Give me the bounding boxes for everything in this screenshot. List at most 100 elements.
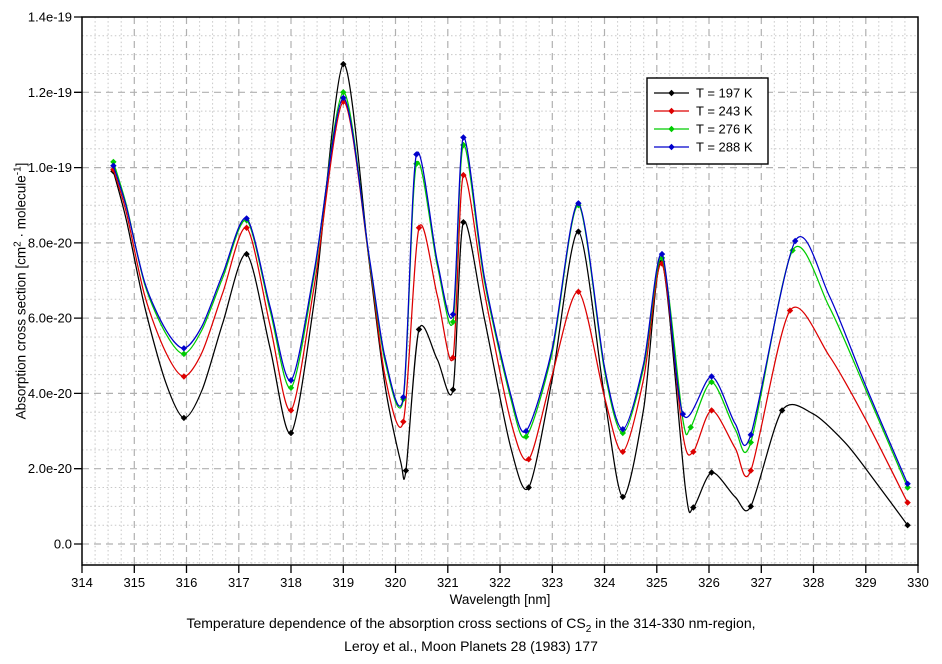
data-point-marker: [690, 448, 697, 455]
series-243K: [110, 98, 911, 506]
legend-label: T = 243 K: [696, 104, 753, 119]
x-tick-label: 329: [855, 575, 877, 590]
data-point-marker: [413, 151, 420, 158]
legend: T = 197 K T = 243 K T = 276 K T = 288 K: [646, 77, 769, 165]
data-point-marker: [747, 439, 754, 446]
data-point-marker: [180, 345, 188, 352]
data-point-marker: [687, 424, 694, 431]
data-point-marker: [449, 311, 457, 318]
data-point-marker: [449, 386, 457, 393]
data-point-marker: [340, 89, 347, 96]
subscript: 2: [585, 624, 592, 635]
x-tick-label: 328: [803, 575, 825, 590]
data-point-marker: [708, 469, 715, 476]
data-point-marker: [619, 448, 626, 455]
data-point-marker: [708, 373, 715, 380]
data-point-marker: [243, 224, 250, 231]
data-point-marker: [619, 429, 626, 437]
data-point-marker: [340, 94, 347, 102]
y-tick-label: 1.4e-19: [28, 10, 72, 25]
x-tick-label: 316: [176, 575, 198, 590]
legend-label: T = 197 K: [696, 86, 753, 101]
series-197K: [110, 60, 911, 529]
minor-grid: [82, 17, 918, 565]
x-axis-label: Wavelength [nm]: [449, 592, 551, 607]
data-point-marker: [415, 224, 423, 231]
data-point-marker: [904, 480, 911, 487]
legend-label: T = 288 K: [696, 140, 753, 155]
x-tick-label: 321: [437, 575, 459, 590]
data-point-marker: [747, 467, 754, 474]
data-point-marker: [575, 200, 582, 207]
data-point-marker: [904, 522, 911, 529]
caption-line-1: Temperature dependence of the absorption…: [186, 615, 756, 635]
data-point-marker: [402, 467, 410, 474]
data-point-marker: [525, 484, 532, 491]
x-tick-label: 323: [541, 575, 563, 590]
data-point-marker: [287, 377, 295, 384]
legend-box: [646, 77, 769, 165]
data-point-marker: [400, 394, 407, 401]
data-point-marker: [525, 456, 532, 463]
data-point-marker: [287, 407, 295, 414]
data-point-marker: [747, 431, 754, 438]
series-276K: [110, 89, 911, 491]
data-point-marker: [668, 125, 675, 133]
data-curves: [110, 60, 911, 529]
data-point-marker: [110, 158, 117, 166]
y-axis-label: Absorption cross section [cm2 · molecule…: [12, 162, 29, 420]
caption-line-2: Leroy et al., Moon Planets 28 (1983) 177: [344, 638, 598, 654]
x-tick-label: 320: [385, 575, 407, 590]
series-line: [112, 97, 909, 485]
y-tick-label: 6.0e-20: [28, 311, 72, 326]
data-point-marker: [575, 228, 582, 235]
data-point-marker: [180, 414, 188, 422]
data-point-marker: [287, 384, 295, 391]
data-point-marker: [243, 215, 250, 222]
data-point-marker: [747, 503, 754, 510]
series-line: [112, 63, 909, 526]
data-point-marker: [708, 378, 715, 386]
data-point-marker: [792, 237, 799, 245]
y-tick-label: 8.0e-20: [28, 235, 72, 250]
x-tick-label: 325: [646, 575, 668, 590]
series-line: [112, 101, 909, 503]
legend-entry: T = 243 K: [654, 104, 753, 119]
x-tick-label: 326: [698, 575, 720, 590]
y-tick-label: 1.0e-19: [28, 160, 72, 175]
data-point-marker: [522, 427, 530, 435]
data-point-marker: [460, 219, 467, 226]
major-gridlines: [82, 17, 918, 565]
data-point-marker: [415, 326, 423, 333]
major-grid: [82, 17, 918, 565]
data-point-marker: [679, 410, 687, 418]
plot-frame: [81, 16, 919, 566]
data-point-marker: [786, 307, 794, 314]
x-tick-label: 324: [594, 575, 616, 590]
data-point-marker: [460, 171, 467, 179]
data-point-marker: [668, 107, 675, 115]
y-tick-label: 2.0e-20: [28, 461, 72, 476]
x-tick-label: 318: [280, 575, 302, 590]
data-point-marker: [708, 407, 715, 414]
data-point-marker: [460, 134, 467, 141]
data-point-marker: [287, 429, 295, 437]
data-point-marker: [243, 250, 250, 258]
data-point-marker: [619, 426, 626, 433]
data-point-marker: [110, 162, 117, 169]
data-point-marker: [904, 499, 911, 506]
x-tick-label: 315: [123, 575, 145, 590]
data-point-marker: [400, 418, 407, 425]
y-tick-label: 4.0e-20: [28, 386, 72, 401]
data-point-marker: [180, 373, 188, 380]
x-tick-label: 317: [228, 575, 250, 590]
x-tick-label: 327: [750, 575, 772, 590]
data-point-marker: [619, 493, 626, 501]
x-tick-label: 322: [489, 575, 511, 590]
data-point-marker: [904, 484, 911, 491]
tick-marks: [74, 16, 919, 573]
data-point-marker: [340, 60, 347, 68]
series-288K: [110, 94, 911, 487]
